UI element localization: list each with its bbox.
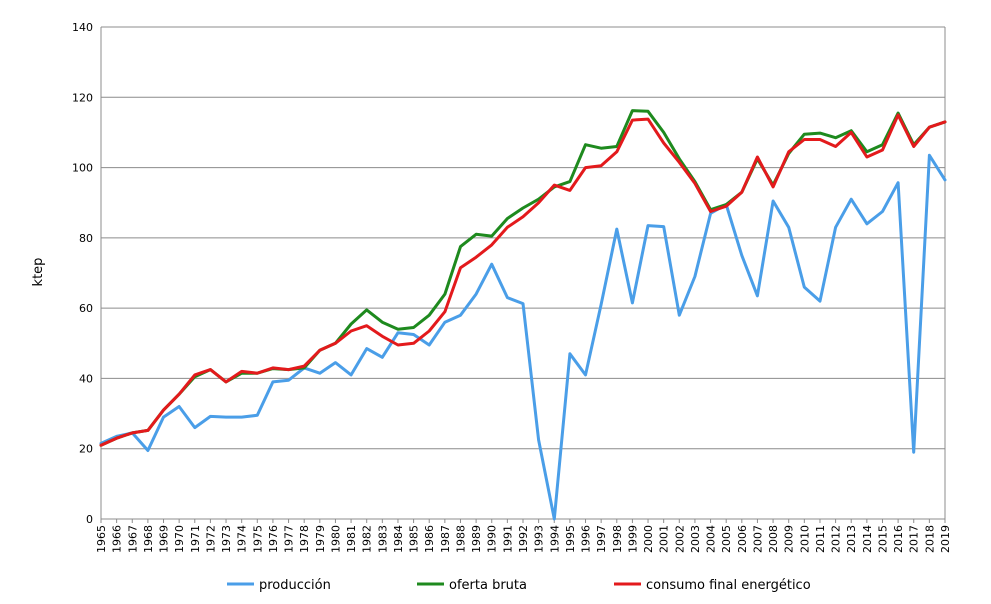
series-line-2 bbox=[99, 113, 947, 447]
x-tick-label: 1990 bbox=[486, 525, 499, 553]
x-tick-label: 1969 bbox=[158, 525, 171, 553]
x-tick-label: 1977 bbox=[283, 525, 296, 553]
legend-label-2: consumo final energético bbox=[646, 578, 811, 593]
x-tick-label: 1983 bbox=[376, 525, 389, 553]
x-tick-label: 1989 bbox=[470, 525, 483, 553]
x-tick-label: 2009 bbox=[783, 525, 796, 553]
legend: producción oferta bruta consumo final ener… bbox=[227, 578, 811, 593]
x-tick-label: 1968 bbox=[142, 525, 155, 553]
x-tick-label: 2000 bbox=[642, 525, 655, 553]
x-tick-label: 1985 bbox=[408, 525, 421, 553]
y-tick-label: 0 bbox=[86, 513, 93, 526]
x-tick-label: 2013 bbox=[845, 525, 858, 553]
y-axis-label: ktep bbox=[31, 258, 46, 287]
y-tick-label: 40 bbox=[79, 372, 93, 385]
x-tick-label: 2018 bbox=[923, 525, 936, 553]
x-tick-label: 2011 bbox=[814, 525, 827, 553]
x-tick-label: 1986 bbox=[423, 525, 436, 553]
gridlines bbox=[100, 26, 946, 520]
y-tick-label: 120 bbox=[72, 91, 93, 104]
x-tick-label: 1998 bbox=[611, 525, 624, 553]
x-tick-label: 1965 bbox=[95, 525, 108, 553]
x-tick-label: 1971 bbox=[189, 525, 202, 553]
x-tick-label: 1980 bbox=[329, 525, 342, 553]
y-axis-ticks: 0 20 40 60 80 100 120 140 bbox=[72, 21, 93, 526]
x-tick-label: 2008 bbox=[767, 525, 780, 553]
x-tick-label: 1972 bbox=[204, 525, 217, 553]
y-tick-label: 80 bbox=[79, 232, 93, 245]
x-tick-label: 2003 bbox=[689, 525, 702, 553]
x-axis-ticks: 1965 1966 1967 1968 1969 1970 1971 1972 1973 1974… bbox=[95, 519, 952, 553]
y-tick-label: 60 bbox=[79, 302, 93, 315]
x-tick-label: 1970 bbox=[173, 525, 186, 553]
series-lines bbox=[99, 109, 947, 521]
x-tick-label: 2004 bbox=[705, 525, 718, 553]
x-tick-label: 2012 bbox=[830, 525, 843, 553]
x-tick-label: 1982 bbox=[361, 525, 374, 553]
x-tick-label: 2014 bbox=[861, 525, 874, 553]
x-tick-label: 2016 bbox=[892, 525, 905, 553]
x-tick-label: 2010 bbox=[798, 525, 811, 553]
x-tick-label: 1984 bbox=[392, 525, 405, 553]
legend-label-0: producción bbox=[259, 578, 331, 593]
x-tick-label: 2019 bbox=[939, 525, 952, 553]
x-tick-label: 1975 bbox=[251, 525, 264, 553]
x-tick-label: 1981 bbox=[345, 525, 358, 553]
x-tick-label: 1966 bbox=[111, 525, 124, 553]
x-tick-label: 2006 bbox=[736, 525, 749, 553]
x-tick-label: 1994 bbox=[548, 525, 561, 553]
x-tick-label: 1991 bbox=[501, 525, 514, 553]
x-tick-label: 1973 bbox=[220, 525, 233, 553]
x-tick-label: 1992 bbox=[517, 525, 530, 553]
x-tick-label: 1967 bbox=[126, 525, 139, 553]
legend-label-1: oferta bruta bbox=[449, 578, 527, 593]
x-tick-label: 2007 bbox=[751, 525, 764, 553]
x-tick-label: 1995 bbox=[564, 525, 577, 553]
x-tick-label: 1997 bbox=[595, 525, 608, 553]
x-tick-label: 1993 bbox=[533, 525, 546, 553]
x-tick-label: 1999 bbox=[626, 525, 639, 553]
x-tick-label: 1987 bbox=[439, 525, 452, 553]
x-tick-label: 1979 bbox=[314, 525, 327, 553]
x-tick-label: 1988 bbox=[454, 525, 467, 553]
series-line-1 bbox=[99, 109, 947, 447]
x-tick-label: 1978 bbox=[298, 525, 311, 553]
x-tick-label: 1974 bbox=[236, 525, 249, 553]
y-tick-label: 140 bbox=[72, 21, 93, 34]
x-tick-label: 1976 bbox=[267, 525, 280, 553]
x-tick-label: 2005 bbox=[720, 525, 733, 553]
x-tick-label: 2002 bbox=[673, 525, 686, 553]
y-tick-label: 100 bbox=[72, 162, 93, 175]
series-line-0 bbox=[99, 153, 947, 521]
x-tick-label: 2001 bbox=[658, 525, 671, 553]
y-tick-label: 20 bbox=[79, 443, 93, 456]
x-tick-label: 1996 bbox=[580, 525, 593, 553]
x-tick-label: 2015 bbox=[876, 525, 889, 553]
x-tick-label: 2017 bbox=[908, 525, 921, 553]
